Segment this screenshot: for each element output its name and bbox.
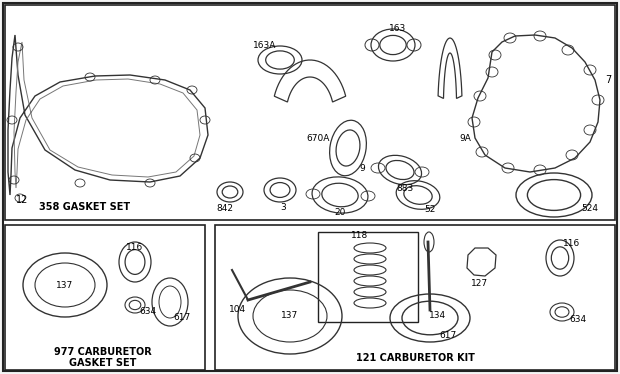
Bar bbox=[5, 5, 615, 220]
Text: 977 CARBURETOR: 977 CARBURETOR bbox=[54, 347, 152, 357]
Text: GASKET SET: GASKET SET bbox=[69, 358, 136, 368]
Text: 9A: 9A bbox=[459, 134, 471, 142]
Text: 127: 127 bbox=[471, 279, 489, 288]
Text: 617: 617 bbox=[174, 313, 190, 322]
Text: 842: 842 bbox=[216, 203, 234, 212]
Text: 137: 137 bbox=[281, 312, 299, 321]
Bar bbox=[215, 225, 615, 370]
Text: 52: 52 bbox=[424, 205, 436, 214]
Text: 358 GASKET SET: 358 GASKET SET bbox=[40, 202, 131, 212]
Text: 163A: 163A bbox=[254, 40, 277, 49]
Text: 7: 7 bbox=[605, 75, 611, 85]
Text: 121 CARBURETOR KIT: 121 CARBURETOR KIT bbox=[355, 353, 474, 363]
Text: 3: 3 bbox=[280, 202, 286, 212]
Text: 118: 118 bbox=[352, 230, 369, 239]
Text: 20: 20 bbox=[334, 208, 346, 217]
Text: 137: 137 bbox=[56, 280, 74, 289]
Text: 9: 9 bbox=[359, 163, 365, 172]
Text: 116: 116 bbox=[126, 242, 144, 251]
Text: 634: 634 bbox=[140, 307, 157, 316]
Text: 634: 634 bbox=[569, 316, 587, 325]
Text: 12: 12 bbox=[16, 195, 28, 205]
Text: 617: 617 bbox=[440, 331, 456, 340]
Text: 163: 163 bbox=[389, 24, 407, 33]
Bar bbox=[318, 232, 418, 322]
Text: 670A: 670A bbox=[306, 134, 330, 142]
Text: 524: 524 bbox=[582, 203, 598, 212]
Text: 883: 883 bbox=[396, 184, 414, 193]
Text: 134: 134 bbox=[430, 310, 446, 319]
Bar bbox=[5, 225, 205, 370]
Text: 116: 116 bbox=[564, 239, 580, 248]
Text: 104: 104 bbox=[229, 306, 247, 315]
